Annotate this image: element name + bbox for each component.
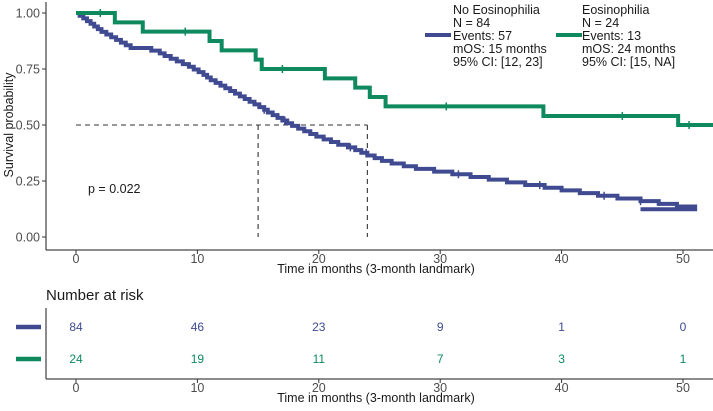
risk-count: 9 [437, 320, 444, 334]
y-axis-title: Survival probability [2, 72, 16, 178]
risk-table-panel: Number at risk 0 10 20 30 40 50 84 46 23 9 1 024 19… [16, 287, 713, 405]
legend-entry-no-eosinophilia: No Eosinophilia N = 84 Events: 57 mOS: 1… [425, 3, 547, 69]
x-tick-label: 50 [676, 252, 690, 266]
x-tick-label: 0 [73, 252, 80, 266]
risk-count: 11 [313, 352, 326, 366]
risk-count: 1 [558, 320, 565, 334]
y-tick-label: 1.00 [16, 7, 40, 21]
risk-x-tick-label: 50 [676, 381, 690, 395]
censor-marks [99, 9, 690, 206]
risk-numbers: 84 46 23 9 1 0 24 19 11 7 3 1 [69, 320, 686, 366]
risk-count: 1 [680, 352, 687, 366]
legend-mos-eosinophilia: mOS: 24 months [582, 42, 676, 56]
risk-count: 84 [69, 320, 83, 334]
legend-entry-eosinophilia: Eosinophilia N = 24 Events: 13 mOS: 24 m… [556, 3, 676, 69]
survival-plot-panel: 0.00 0.25 0.50 0.75 1.00 0 10 20 30 40 50 Surviva… [2, 2, 713, 276]
risk-count: 24 [69, 352, 83, 366]
risk-x-tick-label: 30 [433, 381, 447, 395]
risk-count: 7 [437, 352, 444, 366]
y-tick-label: 0.50 [16, 119, 40, 133]
risk-count: 0 [680, 320, 687, 334]
legend-n-eosinophilia: N = 24 [582, 16, 619, 30]
risk-x-tick-label: 20 [312, 381, 326, 395]
legend-name-no-eosinophilia: No Eosinophilia [453, 3, 540, 17]
median-guide-lines [76, 124, 368, 237]
curve-eosinophilia [76, 11, 713, 127]
x-tick-label: 10 [190, 252, 204, 266]
x-axis-title: Time in months (3-month landmark) [277, 262, 475, 276]
x-tick-label: 40 [555, 252, 569, 266]
risk-table-title: Number at risk [46, 287, 144, 304]
risk-x-tick-label: 10 [190, 381, 204, 395]
x-ticks: 0 10 20 30 40 50 [73, 250, 690, 266]
legend: No Eosinophilia N = 84 Events: 57 mOS: 1… [425, 3, 676, 69]
risk-x-ticks: 0 10 20 30 40 50 [73, 379, 690, 395]
y-tick-label: 0.25 [16, 175, 40, 189]
x-tick-label: 30 [433, 252, 447, 266]
risk-x-tick-label: 0 [73, 381, 80, 395]
legend-events-eosinophilia: Events: 13 [582, 29, 641, 43]
y-ticks: 0.00 0.25 0.50 0.75 1.00 [16, 7, 46, 245]
curve-no-eosinophilia [76, 11, 698, 212]
y-tick-label: 0.00 [16, 231, 40, 245]
risk-x-axis-title: Time in months (3-month landmark) [277, 391, 475, 405]
legend-ci-eosinophilia: 95% CI: [15, NA] [582, 55, 675, 69]
legend-name-eosinophilia: Eosinophilia [582, 3, 649, 17]
risk-count: 46 [191, 320, 205, 334]
x-tick-label: 20 [312, 252, 326, 266]
risk-count: 23 [312, 320, 326, 334]
risk-count: 3 [558, 352, 565, 366]
legend-n-no-eosinophilia: N = 84 [453, 16, 490, 30]
legend-ci-no-eosinophilia: 95% CI: [12, 23] [453, 55, 543, 69]
risk-count: 19 [191, 352, 205, 366]
p-value-annotation: p = 0.022 [88, 182, 141, 196]
legend-mos-no-eosinophilia: mOS: 15 months [453, 42, 547, 56]
legend-events-no-eosinophilia: Events: 57 [453, 29, 512, 43]
risk-x-tick-label: 40 [555, 381, 569, 395]
y-tick-label: 0.75 [16, 63, 40, 77]
survival-curves [76, 11, 713, 212]
